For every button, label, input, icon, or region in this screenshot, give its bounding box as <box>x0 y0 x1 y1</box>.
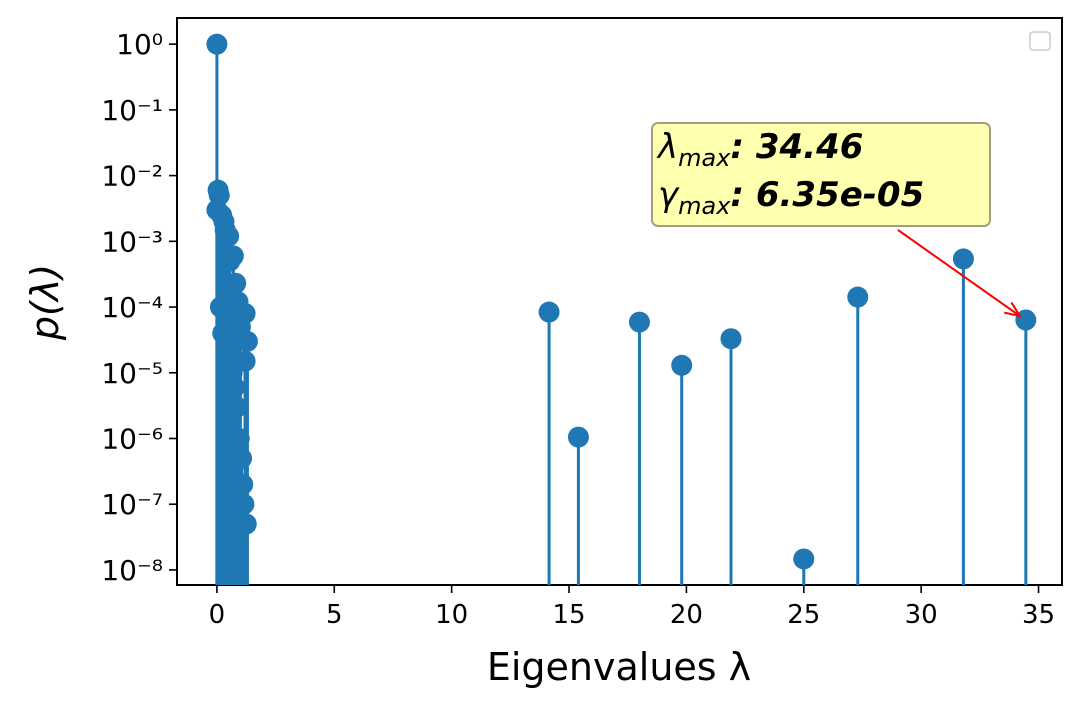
legend-box <box>1029 31 1051 51</box>
stem-marker <box>793 548 815 570</box>
annotation-text: : 34.46 <box>730 127 863 167</box>
stem-marker <box>206 33 228 55</box>
stem-marker <box>236 330 258 352</box>
annotation-subscript: max <box>678 144 731 172</box>
annotation-line: γmax: 6.35e-05 <box>658 175 924 220</box>
y-tick-label: 10⁻⁶ <box>101 422 163 455</box>
stem-marker <box>628 311 650 333</box>
y-axis-label: p(λ) <box>23 264 67 341</box>
annotation-symbol: λ <box>656 127 678 167</box>
stem-marker <box>218 225 240 247</box>
x-axis-label: Eigenvalues λ <box>487 645 751 689</box>
stem-marker <box>952 248 974 270</box>
annotation-arrowhead <box>1004 301 1022 318</box>
x-tick-label: 20 <box>670 600 703 630</box>
annotation-arrow <box>897 229 1021 317</box>
x-tick-label: 25 <box>787 600 820 630</box>
stem-marker <box>232 473 254 495</box>
x-tick-label: 15 <box>552 600 585 630</box>
annotation-subscript: max <box>678 192 731 220</box>
y-tick-label: 10⁻¹ <box>101 94 163 127</box>
stem-marker <box>1015 309 1037 331</box>
stem-marker <box>233 493 255 515</box>
x-tick-label: 0 <box>209 600 226 630</box>
stem-marker <box>234 302 256 324</box>
y-tick-label: 10⁻³ <box>101 225 163 258</box>
stem-marker <box>226 396 248 418</box>
x-tick-label: 10 <box>435 600 468 630</box>
annotation-box <box>651 122 991 227</box>
stem-marker <box>228 427 250 449</box>
stem-marker <box>720 328 742 350</box>
y-tick-label: 10⁻⁴ <box>101 291 163 324</box>
stem-marker <box>209 296 231 318</box>
y-tick-label: 10⁻⁸ <box>101 554 163 587</box>
x-tick-label: 30 <box>905 600 938 630</box>
stem-marker <box>235 513 257 535</box>
y-tick-label: 10⁰ <box>116 28 163 61</box>
stem-marker <box>847 286 869 308</box>
stem-marker <box>212 322 234 344</box>
stem-marker <box>231 447 253 469</box>
x-tick-label: 35 <box>1022 600 1055 630</box>
stem-marker <box>671 354 693 376</box>
stem-marker <box>216 342 238 364</box>
x-tick-label: 5 <box>326 600 343 630</box>
plot-frame <box>176 17 1063 586</box>
annotation-line: λmax: 34.46 <box>656 127 863 172</box>
annotation-text: : 6.35e-05 <box>730 175 924 215</box>
y-tick-label: 10⁻² <box>101 160 163 193</box>
annotation-symbol: γ <box>658 175 680 215</box>
stem-marker <box>538 301 560 323</box>
stem-marker <box>224 376 246 398</box>
y-tick-label: 10⁻⁷ <box>101 488 163 521</box>
stem-marker <box>208 184 230 206</box>
stems <box>206 33 1037 585</box>
stem-marker <box>567 426 589 448</box>
y-tick-label: 10⁻⁵ <box>101 357 163 390</box>
stem-marker <box>222 245 244 267</box>
